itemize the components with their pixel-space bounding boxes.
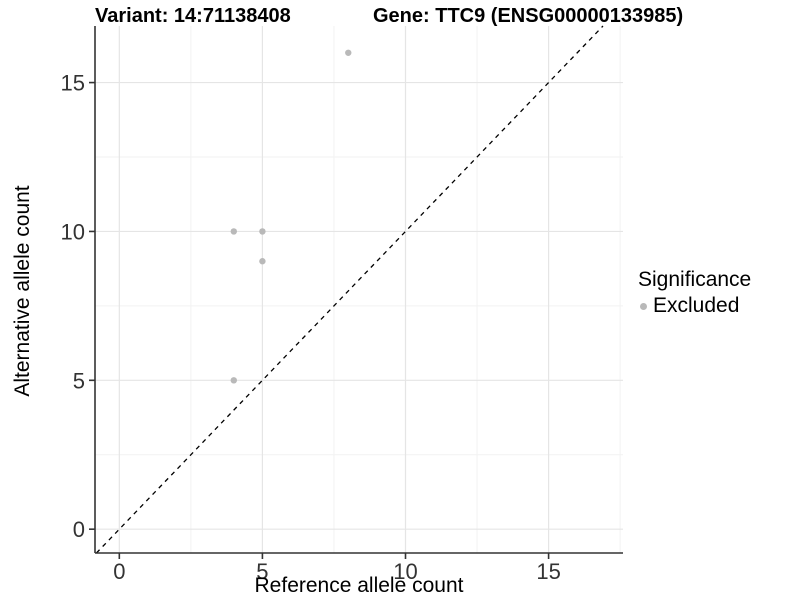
x-axis-title: Reference allele count [254,574,464,597]
legend-title: Significance [638,268,752,291]
data-point [345,49,352,56]
y-tick-label: 5 [73,368,85,393]
plot-panel: 0 5 10 15 0 5 10 15 [61,25,623,584]
identity-reference-line [95,25,604,554]
legend-item-label: Excluded [653,294,740,317]
variant-title: Variant: 14:71138408 [95,5,291,27]
data-point [259,258,266,265]
x-tick-label: 0 [113,559,125,584]
y-tick-label: 0 [73,517,85,542]
legend-item-excluded: Excluded [638,294,751,318]
y-tick-label: 10 [61,219,85,244]
y-tick-label: 15 [61,71,85,96]
x-tick-label: 10 [393,559,417,584]
x-tick-label: 15 [536,559,560,584]
data-point [259,228,266,235]
excluded-point-swatch [640,302,647,310]
gene-title: Gene: TTC9 (ENSG00000133985) [373,5,684,27]
data-point [230,377,237,384]
data-point [230,228,237,235]
x-tick-label: 5 [256,559,268,584]
legend: Significance Excluded [638,268,751,318]
y-axis-title: Alternative allele count [11,185,34,397]
